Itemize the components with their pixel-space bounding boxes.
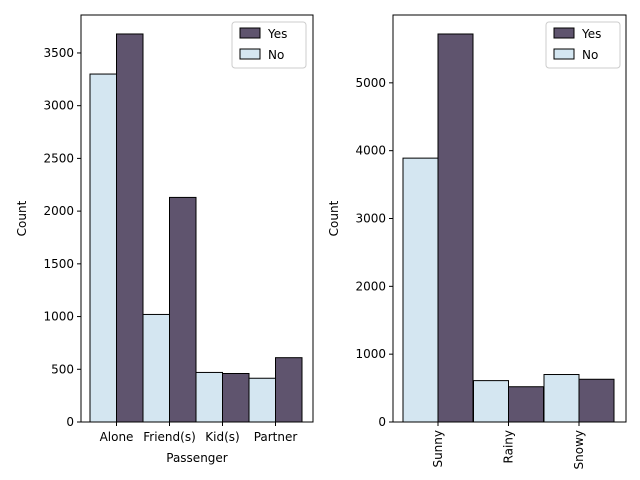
bar-sunny-no — [402, 157, 439, 423]
y-tick-label: 500 — [51, 362, 74, 376]
bar-kid-s-yes — [222, 372, 250, 423]
bar-alone-yes — [116, 33, 144, 423]
y-tick-label: 4000 — [355, 144, 386, 158]
x-tick-label-kid-s: Kid(s) — [205, 430, 239, 444]
legend-label-yes: Yes — [267, 27, 287, 41]
bar-sunny-yes — [437, 33, 474, 423]
y-tick-label: 1500 — [43, 257, 74, 271]
y-tick-label: 2000 — [355, 279, 386, 293]
legend-swatch-no — [239, 48, 261, 60]
y-tick-label: 3500 — [43, 46, 74, 60]
x-axis-label: Passenger — [166, 451, 228, 465]
bar-friend-s-no — [142, 313, 170, 423]
y-tick-label: 0 — [378, 415, 386, 429]
y-tick-label: 5000 — [355, 76, 386, 90]
y-tick-label: 3000 — [43, 99, 74, 113]
y-tick-label: 2000 — [43, 204, 74, 218]
legend: Yes No — [231, 21, 307, 69]
y-tick-label: 1000 — [355, 347, 386, 361]
bar-snowy-no — [543, 374, 580, 423]
bar-partner-no — [248, 377, 276, 423]
bar-rainy-yes — [508, 386, 544, 423]
legend: Yes No — [545, 21, 621, 69]
legend-swatch-no — [553, 48, 575, 60]
plot-frame — [80, 14, 314, 423]
y-axis-label: Count — [327, 200, 341, 236]
chart-panel-2: 0 1000 2000 3000 4000 5000 Sunny Rainy Snowy Coun… — [327, 14, 627, 469]
legend-swatch-yes — [239, 27, 261, 39]
bar-snowy-yes — [578, 378, 615, 423]
x-tick-label-sunny: Sunny — [431, 430, 445, 468]
y-tick-label: 1000 — [43, 310, 74, 324]
y-axis-label: Count — [15, 200, 29, 236]
x-tick-label-snowy: Snowy — [572, 430, 586, 469]
y-tick-label: 2500 — [43, 151, 74, 165]
chart-panel-1: 0 500 1000 1500 2000 2500 3000 3500 Alone Friend(… — [15, 14, 314, 465]
legend-label-no: No — [582, 48, 598, 62]
bar-rainy-no — [473, 380, 509, 423]
y-tick-label: 0 — [66, 415, 74, 429]
x-tick-label-alone: Alone — [100, 430, 134, 444]
legend-label-yes: Yes — [581, 27, 601, 41]
y-tick-label: 3000 — [355, 212, 386, 226]
bar-alone-no — [89, 73, 117, 423]
legend-label-no: No — [268, 48, 284, 62]
x-tick-label-partner: Partner — [254, 430, 298, 444]
bar-friend-s-yes — [169, 196, 197, 423]
x-tick-label-rainy: Rainy — [502, 430, 516, 463]
legend-swatch-yes — [553, 27, 575, 39]
x-tick-label-friend-s: Friend(s) — [143, 430, 196, 444]
bar-kid-s-no — [195, 371, 223, 423]
bar-partner-yes — [275, 357, 303, 423]
